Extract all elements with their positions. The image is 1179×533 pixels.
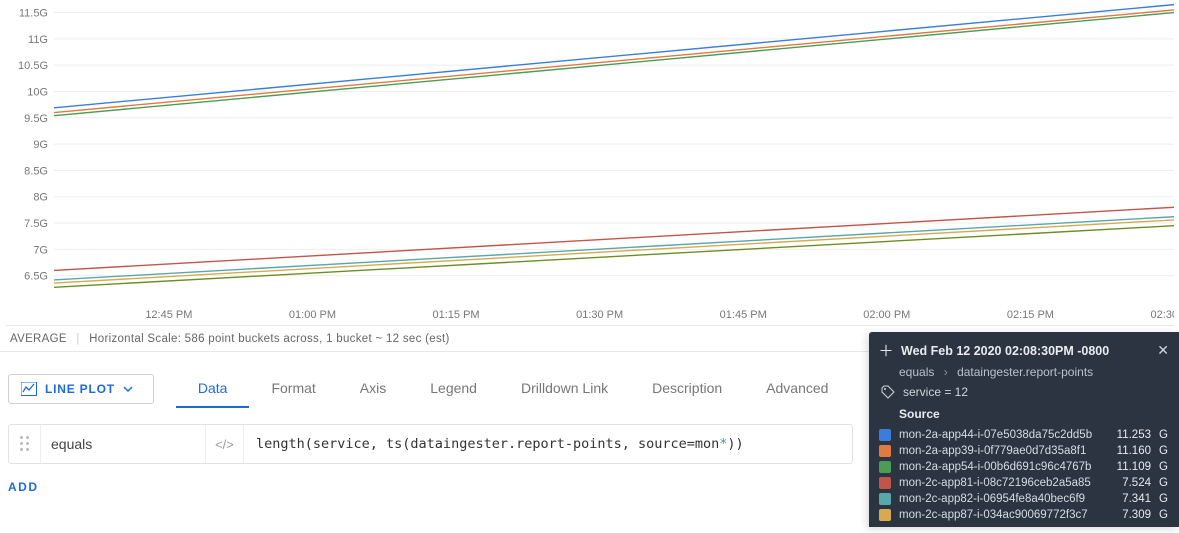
add-query-button[interactable]: ADD [8, 480, 39, 494]
tab-advanced[interactable]: Advanced [744, 370, 850, 408]
tooltip-source: mon-2a-app44-i-07e5038da75c2dd5b [899, 429, 1095, 441]
color-swatch [879, 509, 891, 521]
svg-text:01:30 PM: 01:30 PM [576, 309, 623, 321]
chevron-right-icon: › [944, 365, 948, 379]
svg-text:7.5G: 7.5G [24, 218, 48, 230]
svg-text:10G: 10G [27, 86, 48, 98]
svg-text:02:00 PM: 02:00 PM [863, 309, 910, 321]
tooltip-source: mon-2c-app82-i-06954fe8a40bec6f9 [899, 493, 1095, 505]
code-toggle-button[interactable]: </> [206, 425, 244, 463]
chevron-down-icon [123, 386, 133, 392]
query-expression-input[interactable]: length(service, ts(dataingester.report-p… [244, 425, 852, 463]
tooltip-unit: G [1159, 493, 1169, 505]
color-swatch [879, 445, 891, 457]
tab-legend[interactable]: Legend [408, 370, 499, 408]
query-expr-suffix: )) [727, 436, 743, 452]
tooltip-source: mon-2a-app39-i-0f779ae0d7d35a8f1 [899, 445, 1095, 457]
tooltip-value: 7.309 [1103, 509, 1151, 521]
svg-text:7G: 7G [33, 244, 48, 256]
query-row: equals </> length(service, ts(dataingest… [8, 424, 853, 464]
tooltip-crumb-right: dataingester.report-points [957, 365, 1093, 379]
tooltip-value: 11.160 [1103, 445, 1151, 457]
hover-tooltip: ＋ Wed Feb 12 2020 02:08:30PM -0800 ✕ equ… [869, 332, 1179, 527]
drag-handle[interactable] [9, 425, 41, 463]
tag-icon [881, 385, 895, 399]
svg-text:11.5G: 11.5G [19, 8, 48, 20]
tooltip-tag-row: service = 12 [869, 385, 1179, 407]
color-swatch [879, 477, 891, 489]
color-swatch [879, 429, 891, 441]
tooltip-row: mon-2c-app81-i-08c72196ceb2a5a85 7.524 G [869, 475, 1179, 491]
tooltip-crumb-left: equals [899, 365, 934, 379]
tooltip-breadcrumb: equals › dataingester.report-points [869, 365, 1179, 385]
tooltip-timestamp: Wed Feb 12 2020 02:08:30PM -0800 [901, 344, 1149, 358]
chart-svg: 6.5G 7G 7.5G 8G 8.5G 9G 9.5G 10G 10.5G 11G 11.5G 12… [6, 0, 1174, 326]
color-swatch [879, 461, 891, 473]
close-tooltip-button[interactable]: ✕ [1157, 342, 1169, 359]
tooltip-unit: G [1159, 477, 1169, 489]
tooltip-source: mon-2c-app87-i-034ac90069772f3c7 [899, 509, 1095, 521]
svg-text:02:30 PM: 02:30 PM [1150, 309, 1174, 321]
chart-config-tabs: DataFormatAxisLegendDrilldown LinkDescri… [176, 370, 851, 408]
tooltip-header: ＋ Wed Feb 12 2020 02:08:30PM -0800 ✕ [869, 332, 1179, 365]
svg-text:6.5G: 6.5G [24, 271, 48, 283]
tooltip-value: 11.109 [1103, 461, 1151, 473]
tooltip-value: 11.253 [1103, 429, 1151, 441]
svg-text:01:00 PM: 01:00 PM [289, 309, 336, 321]
line-chart-icon [21, 382, 37, 396]
tooltip-unit: G [1159, 461, 1169, 473]
chart-type-label: LINE PLOT [45, 382, 115, 396]
tooltip-source-header: Source [869, 407, 1179, 427]
tooltip-source: mon-2c-app81-i-08c72196ceb2a5a85 [899, 477, 1095, 489]
tooltip-source: mon-2a-app54-i-00b6d691c96c4767b [899, 461, 1095, 473]
color-swatch [879, 493, 891, 505]
svg-text:01:15 PM: 01:15 PM [433, 309, 480, 321]
tab-format[interactable]: Format [249, 370, 337, 408]
tooltip-tag-text: service = 12 [903, 385, 968, 399]
svg-text:11G: 11G [28, 34, 48, 46]
tooltip-row: mon-2a-app44-i-07e5038da75c2dd5b 11.253 G [869, 427, 1179, 443]
tab-axis[interactable]: Axis [338, 370, 408, 408]
time-series-chart[interactable]: 6.5G 7G 7.5G 8G 8.5G 9G 9.5G 10G 10.5G 11G 11.5G 12… [6, 0, 1174, 326]
tab-description[interactable]: Description [630, 370, 744, 408]
svg-text:02:15 PM: 02:15 PM [1007, 309, 1054, 321]
svg-text:10.5G: 10.5G [18, 60, 48, 72]
svg-text:8G: 8G [33, 192, 48, 204]
tooltip-row: mon-2a-app54-i-00b6d691c96c4767b 11.109 G [869, 459, 1179, 475]
chart-type-dropdown[interactable]: LINE PLOT [8, 374, 154, 404]
tooltip-value: 7.341 [1103, 493, 1151, 505]
tab-drilldown-link[interactable]: Drilldown Link [499, 370, 630, 408]
svg-text:9.5G: 9.5G [24, 113, 48, 125]
query-name-field[interactable]: equals [41, 425, 206, 463]
tooltip-row: mon-2c-app87-i-034ac90069772f3c7 7.309 G [869, 507, 1179, 523]
tooltip-unit: G [1159, 445, 1169, 457]
pin-tooltip-button[interactable]: ＋ [879, 344, 893, 358]
footer-scale-detail: Horizontal Scale: 586 point buckets acro… [89, 333, 449, 345]
tooltip-row: mon-2c-app82-i-06954fe8a40bec6f9 7.341 G [869, 491, 1179, 507]
tooltip-unit: G [1159, 509, 1169, 521]
query-expr-prefix: length(service, ts(dataingester.report-p… [256, 436, 719, 452]
tooltip-value: 7.524 [1103, 477, 1151, 489]
tooltip-unit: G [1159, 429, 1169, 441]
svg-text:8.5G: 8.5G [24, 165, 48, 177]
query-expr-wildcard: * [719, 436, 727, 452]
svg-text:01:45 PM: 01:45 PM [720, 309, 767, 321]
tab-data[interactable]: Data [176, 370, 250, 408]
svg-text:9G: 9G [33, 139, 48, 151]
svg-text:12:45 PM: 12:45 PM [145, 309, 192, 321]
tooltip-row: mon-2a-app39-i-0f779ae0d7d35a8f1 11.160 G [869, 443, 1179, 459]
footer-average-label: AVERAGE [10, 333, 67, 345]
footer-divider: | [76, 333, 79, 345]
